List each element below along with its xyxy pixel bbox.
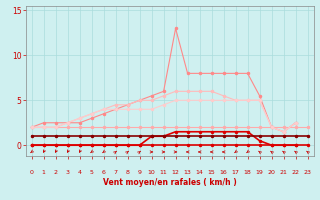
X-axis label: Vent moyen/en rafales ( km/h ): Vent moyen/en rafales ( km/h ) [103, 178, 236, 187]
